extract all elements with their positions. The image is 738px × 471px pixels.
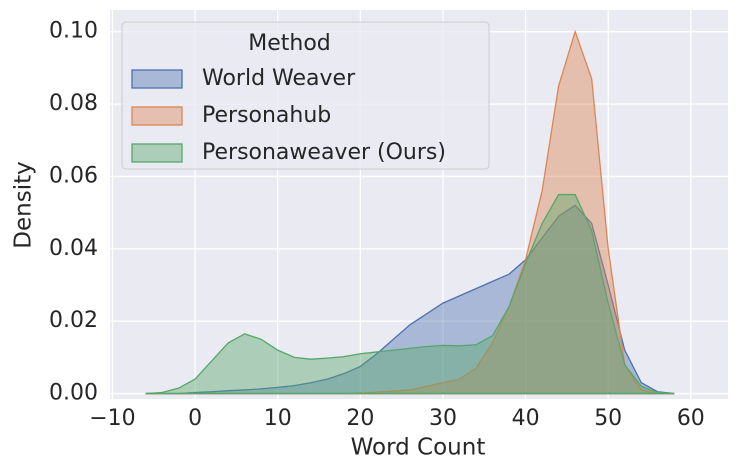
x-tick-label: 0 [188,406,202,431]
x-tick-label: 40 [512,406,540,431]
legend: Method World Weaver Personahub Personaweave… [121,21,490,170]
x-tick-label: 30 [429,406,457,431]
legend-title: Method [248,31,331,56]
x-tick-label: 20 [346,406,374,431]
legend-label: World Weaver [202,66,356,91]
legend-label: Personaweaver (Ours) [202,140,446,165]
legend-swatch [131,106,183,126]
x-tick-label: 60 [677,406,705,431]
x-tick-label: 10 [264,406,292,431]
x-axis-label: Word Count [351,435,486,461]
legend-swatch [131,143,183,163]
density-area [145,204,675,395]
legend-label: Personahub [202,103,331,128]
y-tick-label: 0.06 [49,163,98,188]
x-tick-label: 50 [594,406,622,431]
y-tick-label: 0.02 [49,308,98,333]
y-tick-label: 0.04 [49,236,98,261]
x-tick-label: −10 [89,406,135,431]
legend-frame [121,21,490,170]
y-axis-label: Density [11,161,37,248]
y-tick-label: 0.00 [49,381,98,406]
density-area [145,193,675,395]
y-tick-label: 0.10 [49,19,98,44]
y-tick-label: 0.08 [49,91,98,116]
legend-swatch [131,69,183,89]
